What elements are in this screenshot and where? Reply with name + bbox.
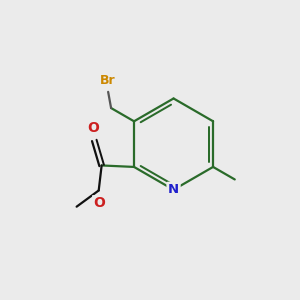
Text: Br: Br xyxy=(100,74,116,87)
Text: O: O xyxy=(93,196,105,210)
Text: O: O xyxy=(87,121,99,135)
Text: N: N xyxy=(168,183,179,196)
